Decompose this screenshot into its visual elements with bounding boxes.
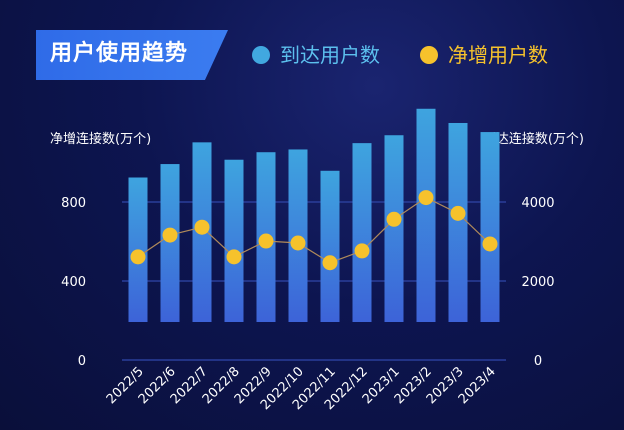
data-point	[450, 205, 466, 221]
grid-lines	[122, 201, 506, 361]
y-axis-left-title: 净增连接数(万个)	[50, 132, 152, 147]
y-right-tick-label: 2000	[521, 275, 554, 290]
page-title: 用户使用趋势	[50, 41, 189, 66]
data-point	[130, 249, 146, 265]
line-series-net	[130, 190, 498, 271]
data-point	[162, 227, 178, 243]
bar	[352, 143, 372, 322]
y-tick-labels: 0 400 800 0 2000 4000	[61, 196, 554, 369]
bar	[320, 170, 340, 322]
x-tick-labels: 2022/52022/62022/72022/82022/92022/10202…	[104, 364, 499, 413]
data-point	[258, 233, 274, 249]
y-axis-right-title: 到达连接数(万个)	[482, 132, 584, 147]
data-point	[290, 235, 306, 251]
y-left-tick-label: 0	[78, 354, 86, 369]
data-point	[226, 249, 242, 265]
legend-swatch-reach	[252, 46, 270, 64]
legend-item-net: 净增用户数	[420, 42, 548, 68]
data-point	[194, 219, 210, 235]
y-left-tick-label: 400	[61, 275, 86, 290]
bar-series-reach	[128, 108, 500, 323]
bar	[160, 164, 180, 322]
y-left-tick-label: 800	[61, 196, 86, 211]
data-point	[354, 243, 370, 259]
legend-label-net: 净增用户数	[448, 43, 548, 67]
y-right-tick-label: 0	[534, 354, 542, 369]
title-banner	[36, 30, 228, 80]
bar	[384, 135, 404, 322]
series-line	[137, 196, 491, 264]
bar	[448, 122, 468, 323]
data-point	[386, 211, 402, 227]
bar	[224, 159, 244, 322]
data-point	[418, 190, 434, 206]
legend-swatch-net	[420, 46, 438, 64]
legend-label-reach: 到达用户数	[280, 43, 380, 67]
legend-item-reach: 到达用户数	[252, 42, 380, 68]
y-right-tick-label: 4000	[521, 196, 554, 211]
data-point	[482, 236, 498, 252]
bar	[480, 132, 500, 322]
bar	[416, 108, 436, 323]
data-point	[322, 255, 338, 271]
